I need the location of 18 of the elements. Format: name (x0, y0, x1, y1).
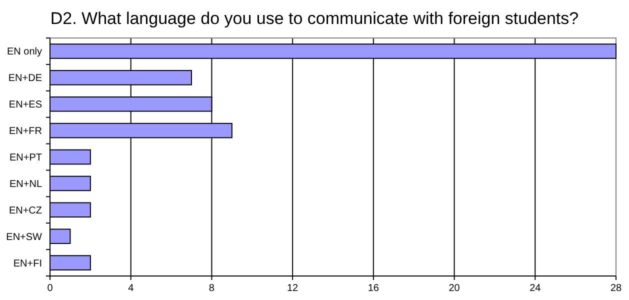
y-tick-label: EN+FR (8, 126, 42, 138)
y-tick-label: EN+FI (13, 258, 42, 270)
y-tick-label: EN+NL (9, 178, 42, 190)
x-tick-label: 12 (287, 283, 299, 294)
x-tick-label: 4 (128, 283, 134, 294)
x-tick-label: 0 (47, 283, 54, 294)
y-tick-label: EN+PT (9, 152, 42, 164)
x-tick-label: 16 (368, 283, 380, 294)
y-tick-label: EN+DE (8, 73, 42, 84)
y-tick-label: EN+CZ (8, 205, 42, 216)
y-tick-label: EN only (6, 46, 42, 58)
x-tick-label: 8 (208, 283, 215, 294)
x-tick-label: 24 (530, 283, 542, 294)
chart-title: D2. What language do you use to communicate with foreign students? (50, 9, 579, 28)
y-tick-label: EN+ES (8, 100, 42, 111)
y-tick-label: EN+SW (6, 232, 43, 243)
x-tick-label: 20 (448, 283, 460, 294)
x-tick-label: 28 (610, 283, 622, 294)
